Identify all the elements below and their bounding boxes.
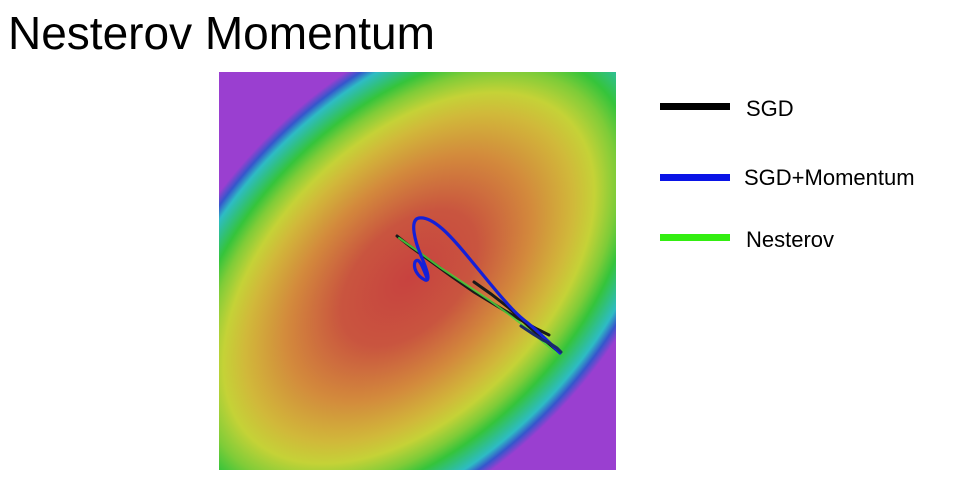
slide-title: Nesterov Momentum (8, 7, 435, 59)
legend-swatch-nesterov (660, 234, 730, 241)
legend-swatch-sgd (660, 103, 730, 110)
legend-label-nesterov: Nesterov (746, 227, 835, 252)
legend-label-sgd: SGD (746, 96, 794, 121)
sgd-momentum-trajectory (412, 216, 562, 355)
sgd-momentum-trajectory-end (519, 324, 563, 354)
loss-surface-plot (219, 72, 616, 470)
loss-surface-svg (219, 72, 616, 470)
legend-swatch-sgd-momentum (660, 174, 730, 181)
legend-label-sgd-momentum: SGD+Momentum (744, 165, 915, 190)
